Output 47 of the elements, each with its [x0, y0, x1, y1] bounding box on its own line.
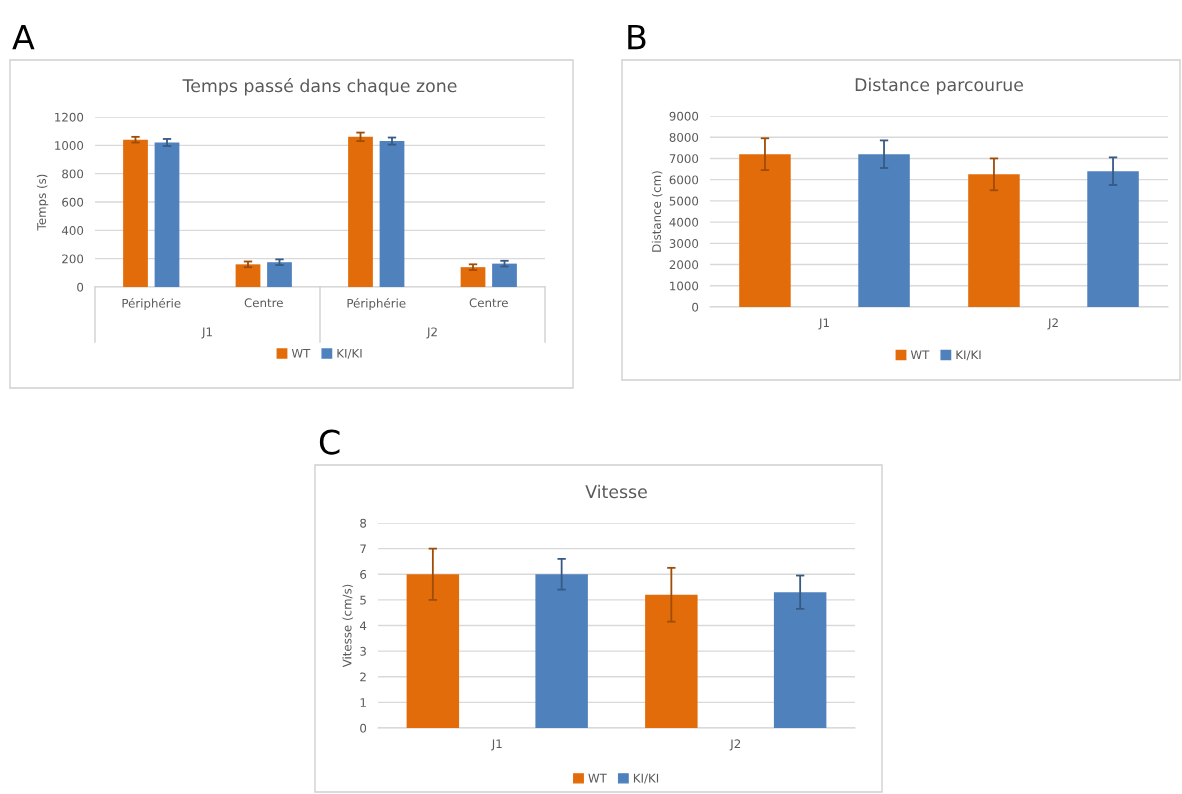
- legend-label: WT: [291, 348, 311, 358]
- y-tick-label: 800: [62, 169, 84, 179]
- y-axis-title: Temps (s): [36, 174, 49, 231]
- y-tick-label: 1: [360, 698, 366, 707]
- chart-title: Vitesse: [585, 484, 647, 499]
- y-tick-label: 1000: [55, 141, 84, 150]
- y-tick-label: 0: [360, 723, 367, 733]
- y-tick-label: 0: [77, 282, 84, 292]
- x-tick-label: Centre: [469, 298, 508, 308]
- chart-title: Temps passé dans chaque zone: [182, 78, 457, 96]
- y-tick-label: 7: [360, 544, 366, 554]
- text: B: [628, 24, 646, 50]
- y-tick-label: 5: [360, 595, 366, 605]
- legend-label: WT: [588, 773, 607, 783]
- y-tick-label: 0: [692, 302, 699, 312]
- y-tick-label: 5000: [669, 196, 699, 206]
- text: A: [12, 24, 35, 50]
- y-tick-label: 400: [61, 226, 84, 235]
- y-tick-label: 3000: [669, 239, 699, 248]
- y-tick-label: 200: [62, 254, 84, 264]
- legend-label: KI/KI: [337, 348, 362, 359]
- text: C: [319, 429, 340, 455]
- legend-label: KI/KI: [956, 350, 981, 361]
- y-tick-label: 3: [360, 646, 366, 656]
- y-tick-label: 9000: [669, 111, 699, 121]
- y-tick-label: 600: [62, 197, 84, 207]
- y-tick-label: 1000: [670, 281, 699, 291]
- y-tick-label: 2: [360, 672, 366, 682]
- y-tick-label: 4000: [669, 217, 699, 227]
- y-tick-label: 2000: [669, 260, 699, 270]
- x-tick-label: Périphérie: [347, 298, 406, 311]
- y-tick-label: 6: [360, 569, 367, 579]
- text: J2: [426, 327, 437, 339]
- legend-label: WT: [910, 350, 930, 360]
- y-tick-label: 8: [360, 518, 367, 528]
- y-tick-label: 1200: [55, 112, 84, 122]
- y-tick-label: 8000: [669, 132, 699, 142]
- x-tick-label: Centre: [244, 298, 283, 308]
- y-axis-title: Distance (cm): [651, 171, 663, 252]
- x-tick-label: Périphérie: [122, 298, 181, 311]
- chart-title: Distance parcourue: [855, 77, 1023, 95]
- legend-label: KI/KI: [633, 773, 659, 784]
- y-axis-title: Vitesse (cm/s): [342, 584, 353, 668]
- y-tick-label: 7000: [669, 154, 699, 164]
- y-tick-label: 4: [359, 621, 367, 630]
- text: J1: [201, 327, 212, 339]
- y-tick-label: 6000: [669, 175, 699, 185]
